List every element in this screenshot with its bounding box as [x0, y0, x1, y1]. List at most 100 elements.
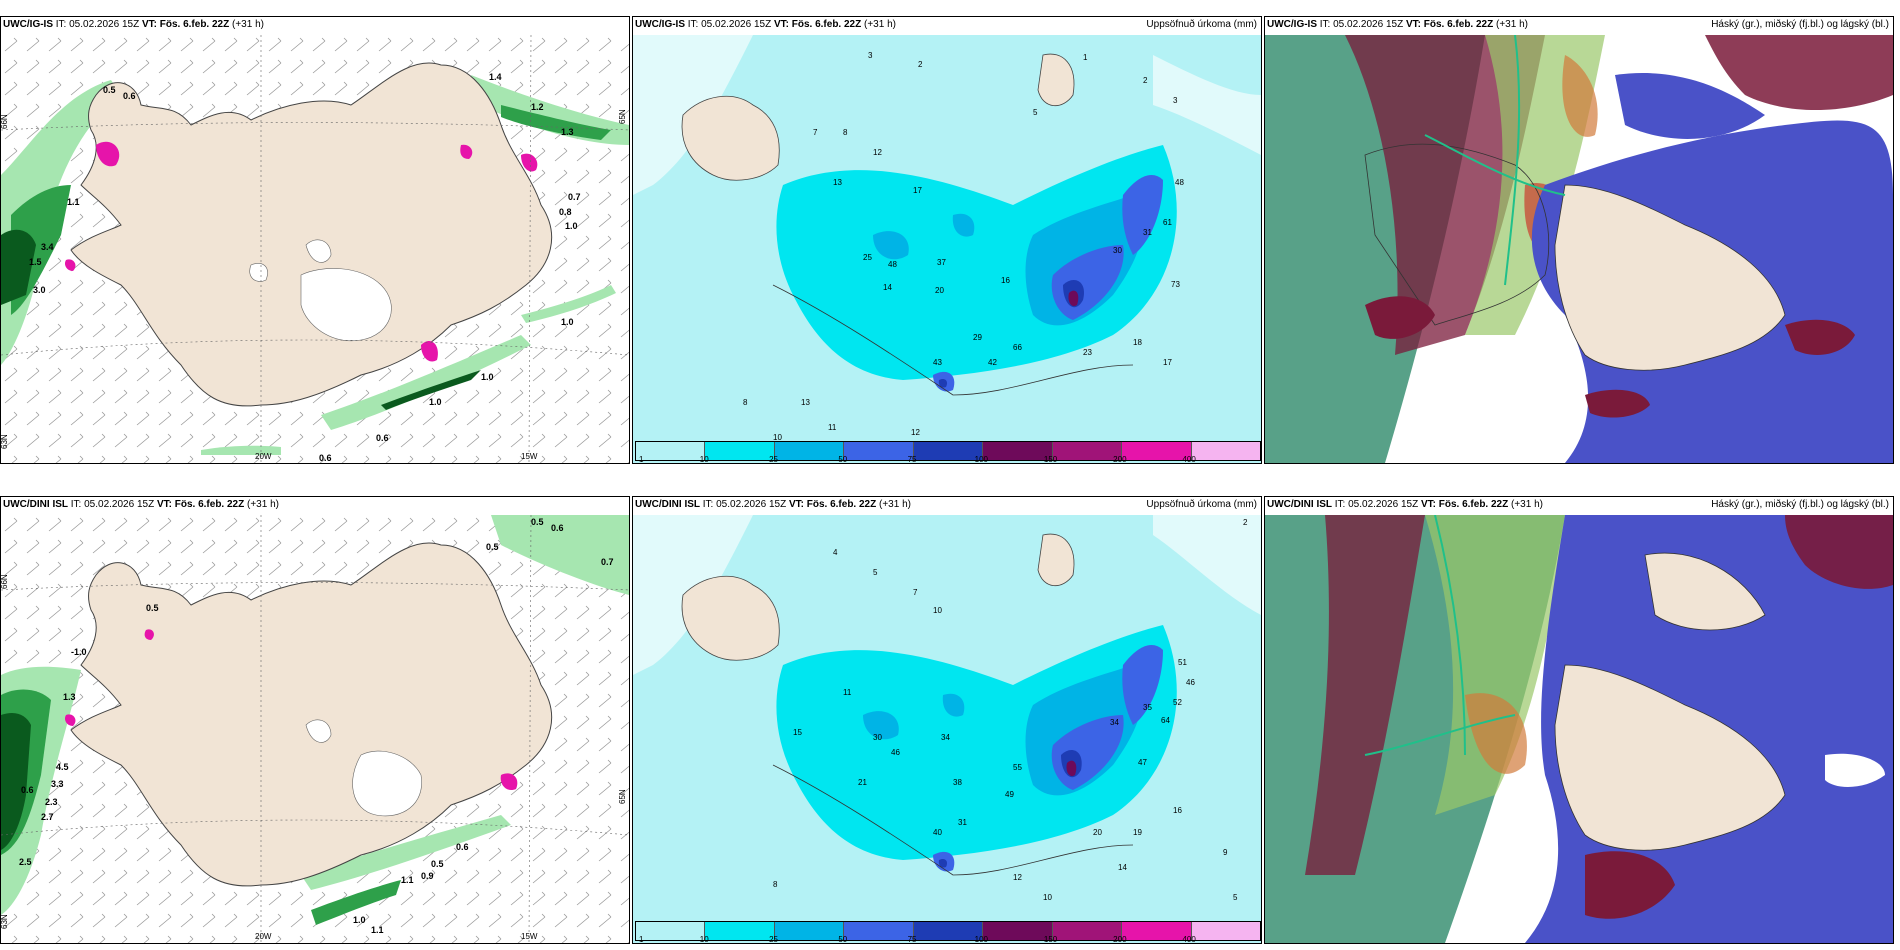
value-label: 0.6: [456, 842, 469, 852]
iceland-land: [70, 542, 553, 887]
panel-title: UWC/IG-IS IT: 05.02.2026 15Z VT: Fös. 6.…: [1267, 19, 1528, 30]
value-label: 43: [933, 358, 942, 367]
value-label: 1.5: [29, 257, 42, 267]
value-label: 8: [773, 880, 778, 889]
value-label: 7: [913, 588, 918, 597]
value-label: 0.8: [559, 207, 572, 217]
legend-tick: 400: [1182, 455, 1196, 464]
legend-tick: 10: [699, 455, 709, 464]
value-label: 1.0: [353, 915, 366, 925]
wind-precip-map: 66N 65N 20W 15W 63N 0.5 0.6 1.2 1.3 1.4 …: [1, 35, 629, 463]
value-labels: 2 4 5 7 10 11 15 34 30 46 21 38 55 49 40…: [773, 518, 1248, 902]
value-label: 1.0: [565, 221, 578, 231]
value-label: 14: [1118, 863, 1127, 872]
value-label: 23: [1083, 348, 1092, 357]
value-label: 12: [911, 428, 920, 437]
panel-field-title: Uppsöfnuð úrkoma (mm): [1146, 499, 1257, 510]
legend-tick: 25: [769, 935, 778, 944]
value-label: 17: [1163, 358, 1172, 367]
value-label: 0.6: [21, 785, 34, 795]
value-label: 31: [958, 818, 967, 827]
panel-field-title: Uppsöfnuð úrkoma (mm): [1146, 19, 1257, 30]
legend-tick: 100: [974, 455, 988, 464]
value-label: 1.2: [531, 102, 544, 112]
legend-tick: 200: [1113, 935, 1127, 944]
legend-tick: 50: [838, 455, 848, 464]
legend-tick: 25: [769, 455, 778, 464]
value-label: 7: [813, 128, 818, 137]
value-label: 4.5: [56, 762, 69, 772]
value-label: 12: [1013, 873, 1022, 882]
value-label: 42: [988, 358, 997, 367]
value-label: 48: [888, 260, 897, 269]
value-label: -1.0: [71, 647, 87, 657]
value-label: 46: [1186, 678, 1195, 687]
value-label: 48: [1175, 178, 1184, 187]
axis-labels: 66N 65N 20W 15W 63N: [1, 574, 627, 941]
value-label: 12: [873, 148, 882, 157]
value-label: 38: [953, 778, 962, 787]
value-label: 10: [933, 606, 942, 615]
value-label: 14: [883, 283, 892, 292]
value-label: 3.3: [51, 779, 64, 789]
value-label: 0.7: [568, 192, 581, 202]
lon-label-20w: 20W: [255, 452, 272, 461]
value-label: 9: [1223, 848, 1228, 857]
panel-title: UWC/DINI ISL IT: 05.02.2026 15Z VT: Fös.…: [1267, 499, 1543, 510]
magenta-precip: [64, 141, 538, 362]
cloud-cover-map: [1265, 35, 1893, 463]
legend-tick: 1: [639, 455, 644, 464]
value-label: 10: [773, 433, 782, 442]
lon-label-20w: 20W: [255, 932, 272, 941]
lat-label-65n: 65N: [618, 109, 627, 124]
value-label: 25: [863, 253, 872, 262]
legend-tick: 1: [639, 935, 644, 944]
green-precip-bands: [1, 515, 629, 925]
value-label: 0.7: [601, 557, 614, 567]
panel-title: UWC/DINI ISL IT: 05.02.2026 15Z VT: Fös.…: [3, 499, 279, 510]
value-label: 0.5: [486, 542, 499, 552]
accumulated-precip-map: 2 4 5 7 10 11 15 34 30 46 21 38 55 49 40…: [633, 515, 1261, 943]
value-label: 5: [1033, 108, 1038, 117]
value-label: 0.5: [103, 85, 116, 95]
map-panel-clouds-dini: UWC/DINI ISL IT: 05.02.2026 15Z VT: Fös.…: [1264, 496, 1894, 944]
green-precip-bands: [1, 75, 629, 455]
value-label: 1.4: [489, 72, 502, 82]
iceland-land: [70, 62, 553, 407]
map-panel-clouds-ig: UWC/IG-IS IT: 05.02.2026 15Z VT: Fös. 6.…: [1264, 16, 1894, 464]
value-label: 49: [1005, 790, 1014, 799]
legend-tick: 150: [1043, 455, 1058, 464]
value-label: 0.5: [146, 603, 159, 613]
cloud-cover-map: [1265, 515, 1893, 943]
value-label: 51: [1178, 658, 1187, 667]
value-label: 20: [935, 286, 944, 295]
value-label: 11: [843, 688, 852, 697]
value-label: 5: [1233, 893, 1238, 902]
panel-title: UWC/IG-IS IT: 05.02.2026 15Z VT: Fös. 6.…: [3, 19, 264, 30]
value-label: 2.5: [19, 857, 32, 867]
value-label: 46: [891, 748, 900, 757]
lon-label-15w: 15W: [521, 452, 538, 461]
value-label: 0.6: [551, 523, 564, 533]
value-label: 47: [1138, 758, 1147, 767]
value-label: 1.0: [481, 372, 494, 382]
value-label: 1.3: [561, 127, 574, 137]
value-label: 0.9: [421, 871, 434, 881]
value-label: 0.5: [531, 517, 544, 527]
value-label: 10: [1043, 893, 1052, 902]
value-label: 3: [1173, 96, 1178, 105]
value-label: 30: [873, 733, 882, 742]
legend-tick: 150: [1043, 935, 1058, 944]
legend-tick-labels: 1 10 25 50 75 100 150 200 400: [635, 454, 1259, 464]
value-label: 11: [828, 423, 837, 432]
iceland-land: [681, 53, 1075, 181]
value-label: 30: [1113, 246, 1122, 255]
graticule: [1, 515, 629, 943]
value-label: 66: [1013, 343, 1022, 352]
value-label: 35: [1143, 703, 1152, 712]
lat-label-63n: 63N: [1, 914, 9, 929]
wind-precip-map: 66N 65N 20W 15W 63N 0.5 0.6 0.5 0.7 0.5 …: [1, 515, 629, 943]
legend-tick: 200: [1113, 455, 1127, 464]
value-label: 8: [743, 398, 748, 407]
value-label: 52: [1173, 698, 1182, 707]
